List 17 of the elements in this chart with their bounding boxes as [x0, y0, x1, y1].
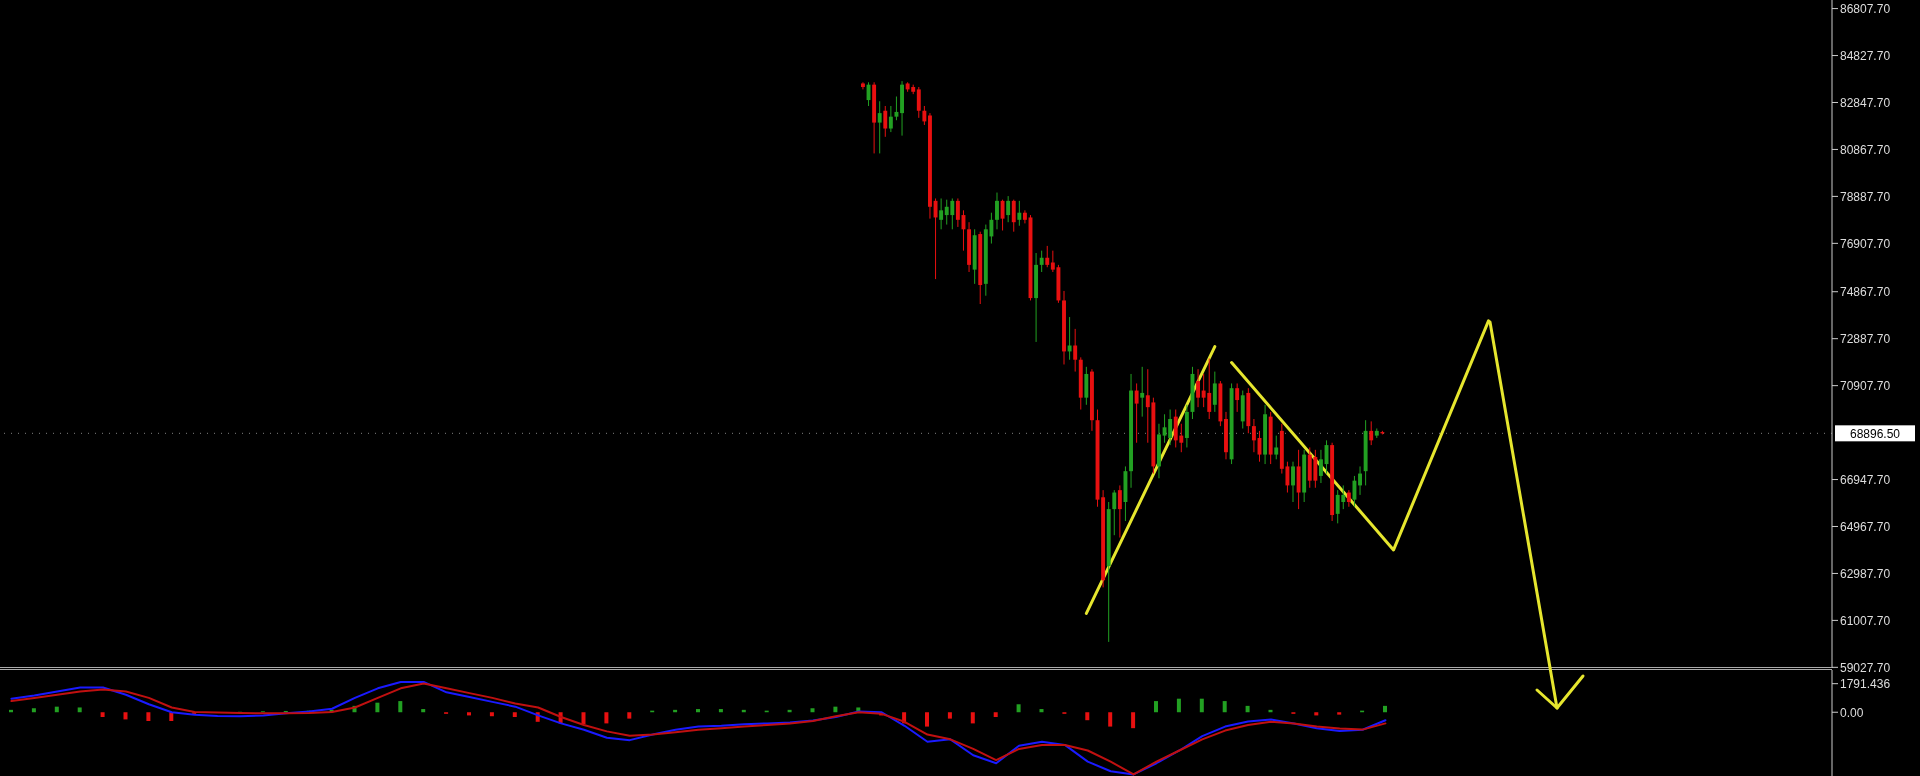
y-tick-label: 74867.70	[1840, 284, 1891, 299]
y-tick-label: 1791.436	[1840, 676, 1891, 691]
y-tick-label: 82847.70	[1840, 95, 1891, 110]
y-tick-label: 0.00	[1840, 705, 1864, 720]
y-tick-label: 78887.70	[1840, 189, 1891, 204]
y-tick-label: 86807.70	[1840, 1, 1891, 16]
y-tick-label: 61007.70	[1840, 613, 1891, 628]
y-tick-label: 62987.70	[1840, 566, 1891, 581]
y-tick-label: 76907.70	[1840, 236, 1891, 251]
y-tick-label: 84827.70	[1840, 48, 1891, 63]
ref-line-label: 68896.50	[1849, 426, 1901, 441]
y-tick-label: 72887.70	[1840, 331, 1891, 346]
y-tick-label: 70907.70	[1840, 378, 1891, 393]
y-tick-label: 66947.70	[1840, 472, 1891, 487]
y-tick-label: 80867.70	[1840, 142, 1891, 157]
y-tick-label: 59027.70	[1840, 660, 1891, 675]
y-tick-label: 64967.70	[1840, 519, 1891, 534]
